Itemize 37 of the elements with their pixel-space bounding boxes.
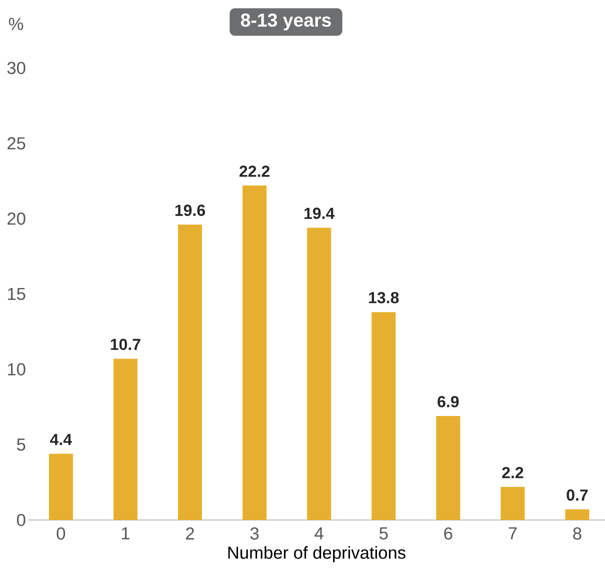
data-label: 19.4 — [304, 208, 335, 219]
y-tick-label: 30 — [7, 62, 26, 74]
data-label: 13.8 — [369, 292, 399, 304]
x-tick-label: 6 — [444, 527, 452, 540]
y-axis-title: % — [8, 18, 24, 30]
y-tick-label: 5 — [17, 438, 26, 451]
data-label: 4.4 — [50, 434, 72, 445]
y-tick-label: 20 — [8, 212, 26, 225]
x-tick-label: 2 — [186, 527, 194, 540]
bar — [48, 454, 73, 520]
x-tick-label: 5 — [379, 527, 388, 540]
x-tick-label: 4 — [314, 527, 324, 540]
bar — [242, 186, 267, 520]
bar — [372, 312, 396, 520]
bar — [500, 486, 525, 520]
x-tick-label: 7 — [508, 527, 517, 540]
x-tick-label: 3 — [250, 527, 259, 540]
y-tick-label: 10 — [8, 363, 26, 376]
x-axis-title: Number of deprivations — [228, 546, 406, 562]
bar — [436, 416, 460, 520]
data-label: 2.2 — [502, 466, 524, 478]
bar — [113, 358, 138, 520]
y-tick-label: 15 — [8, 288, 26, 300]
y-tick-label: 25 — [8, 137, 26, 150]
data-label: 22.2 — [240, 166, 270, 177]
x-tick-label: 0 — [56, 527, 66, 540]
x-tick-label: 8 — [573, 527, 582, 540]
chart-title: 8-13 years — [240, 14, 331, 30]
bar — [307, 228, 332, 520]
y-tick-label: 0 — [16, 514, 26, 526]
data-label: 0.7 — [566, 489, 588, 501]
x-tick-label: 1 — [122, 527, 130, 540]
data-label: 10.7 — [110, 338, 140, 350]
bar — [178, 224, 202, 520]
data-label: 6.9 — [438, 396, 459, 408]
data-label: 19.6 — [175, 204, 205, 216]
bar — [565, 509, 590, 520]
